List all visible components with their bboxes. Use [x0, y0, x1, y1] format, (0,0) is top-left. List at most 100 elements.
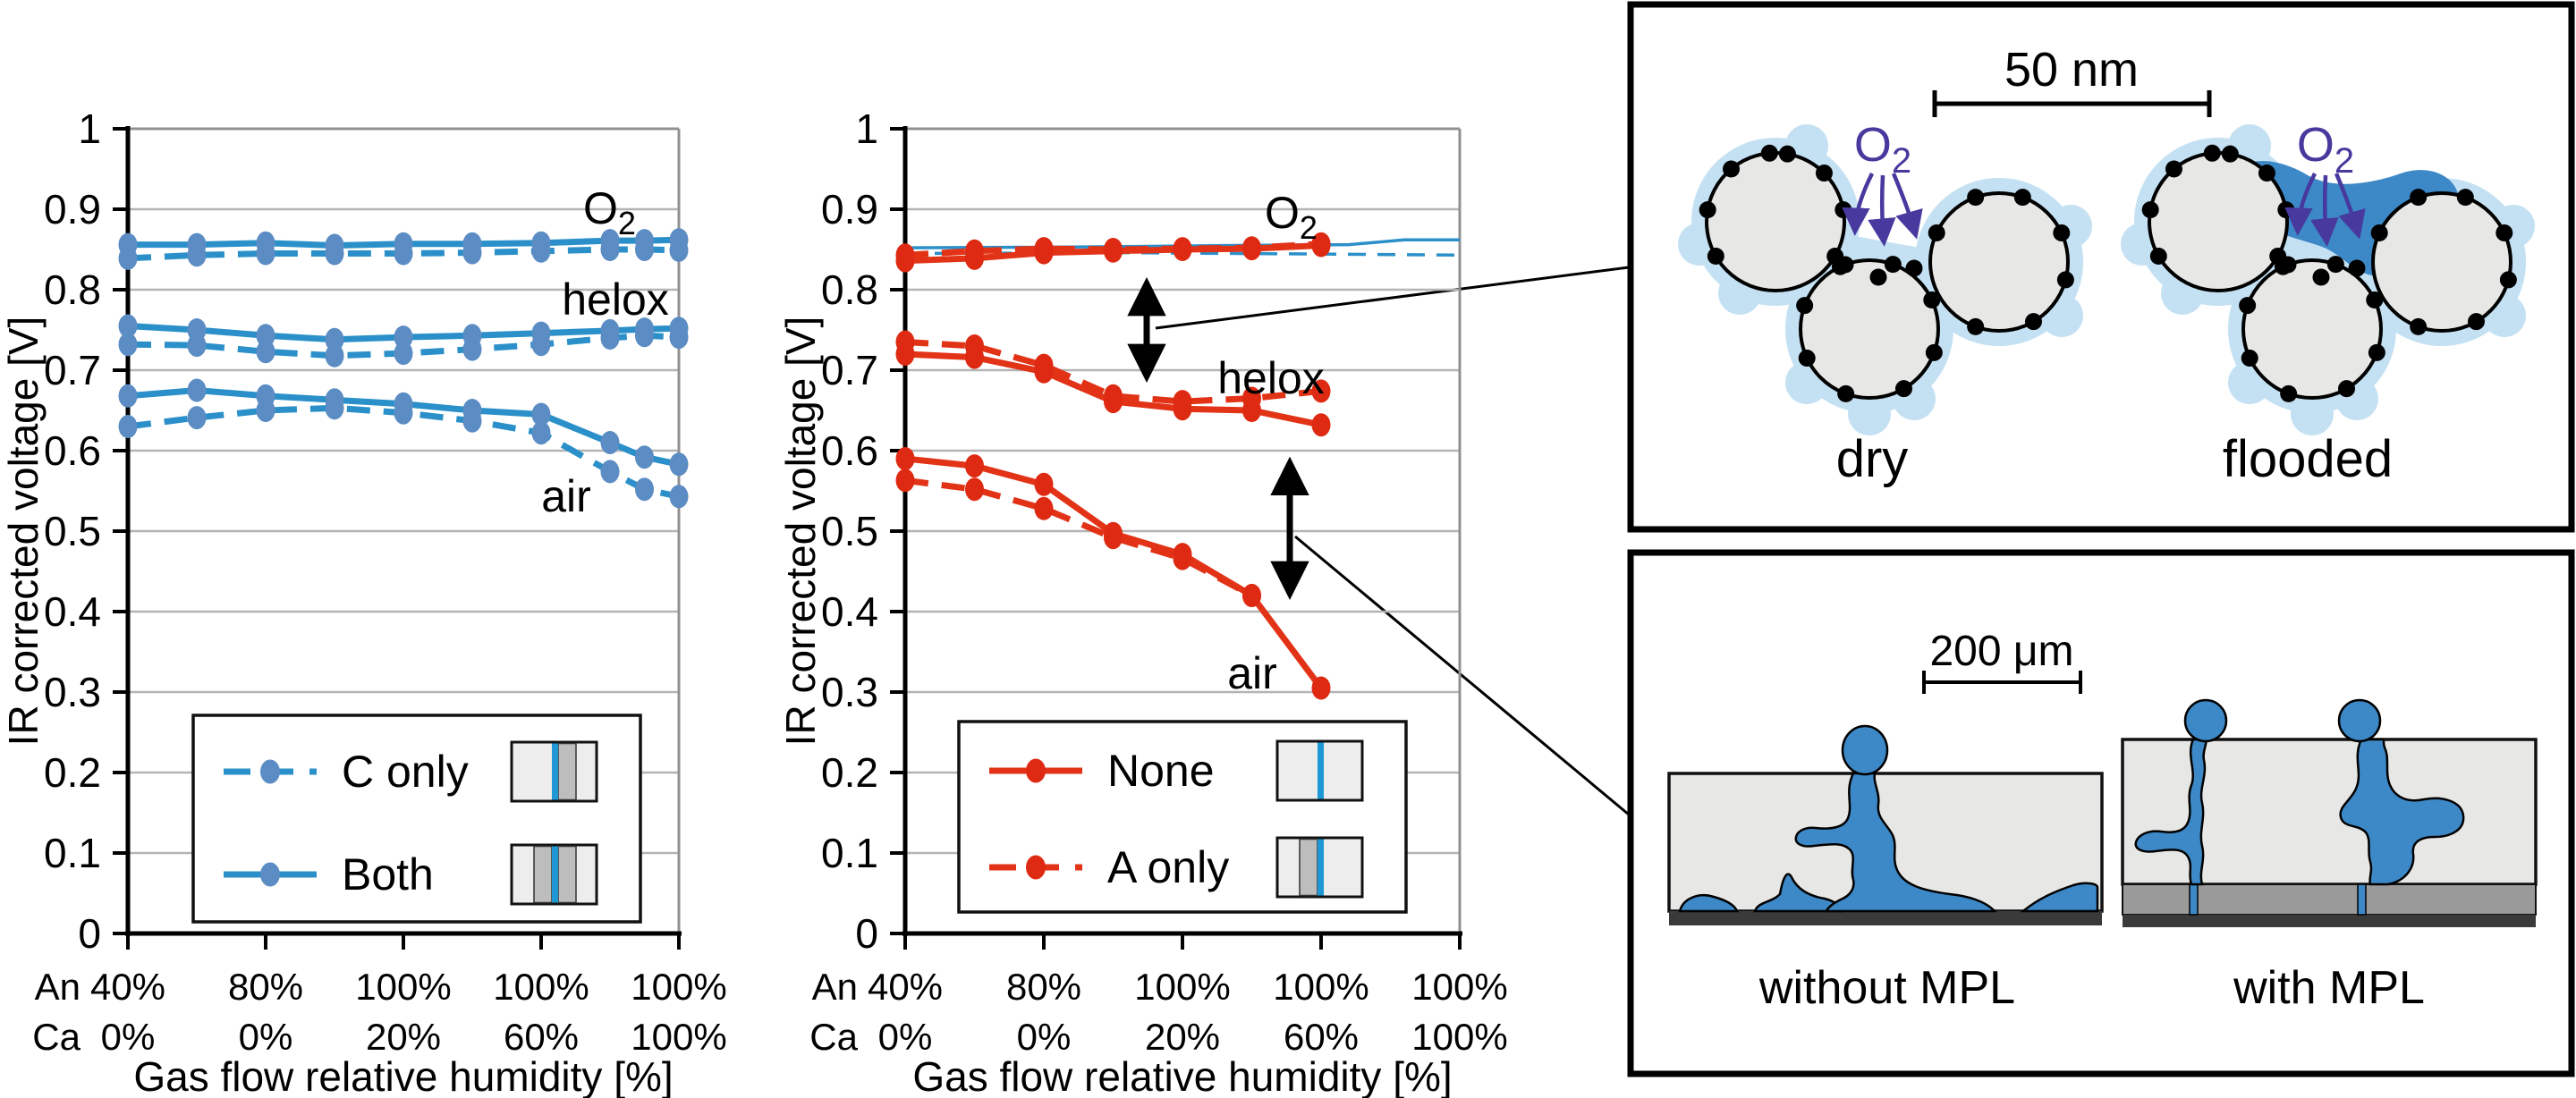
- data-marker: [531, 321, 551, 345]
- water-channel: [2134, 738, 2207, 886]
- series-markers-helox-Both: [118, 314, 689, 351]
- data-marker: [118, 384, 138, 408]
- data-marker: [531, 421, 551, 445]
- x-tick-label-ca: 0%: [101, 1016, 156, 1058]
- x-tick-label-ca: 60%: [504, 1016, 579, 1058]
- data-marker: [118, 314, 138, 338]
- y-tick-label: 0.8: [821, 266, 878, 313]
- pt-dot: [1796, 297, 1814, 315]
- y-axis-title: IR corrected voltage [V]: [777, 317, 824, 747]
- y-tick-label: 0.1: [44, 830, 101, 876]
- x-tick-label-ca: 20%: [366, 1016, 441, 1058]
- pt-dot: [2370, 224, 2388, 241]
- y-tick-label: 0.8: [44, 266, 101, 313]
- data-marker: [256, 340, 275, 364]
- pt-dot: [2456, 189, 2474, 207]
- catalyst-layer-strip: [2123, 915, 2536, 927]
- catalyst-layer-strip: [1669, 911, 2102, 925]
- pt-dot: [2221, 145, 2239, 163]
- label-flooded: flooded: [2223, 430, 2393, 488]
- pt-dot: [1923, 291, 1941, 308]
- y-tick-label: 0.4: [44, 588, 101, 635]
- legend-icon-mpl-both: [510, 843, 598, 906]
- o2-arrow: [1842, 172, 1875, 236]
- data-marker: [394, 232, 413, 256]
- y-tick-label: 0.6: [44, 427, 101, 474]
- data-marker: [600, 318, 620, 342]
- x-tick-label-an: 80%: [228, 966, 303, 1008]
- pt-dot: [2468, 313, 2485, 331]
- legend-label: None: [1107, 746, 1215, 796]
- data-marker: [187, 406, 207, 430]
- y-tick-label: 0.5: [44, 508, 101, 554]
- data-marker: [187, 232, 207, 257]
- data-marker: [187, 378, 207, 402]
- pt-dot: [1778, 145, 1796, 163]
- data-marker: [1311, 676, 1331, 700]
- data-marker: [1034, 241, 1054, 265]
- callout-line-top: [1155, 266, 1630, 330]
- data-marker: [669, 485, 689, 509]
- legend-entry-Both: Both: [224, 843, 598, 906]
- data-marker: [895, 342, 915, 366]
- y-tick-label: 0.3: [44, 669, 101, 715]
- x-tick-label-an: 100%: [1134, 966, 1230, 1008]
- legend-sample-marker: [260, 759, 280, 784]
- series-line-helox-Both: [127, 323, 680, 343]
- pt-dot: [1723, 160, 1741, 178]
- data-marker: [669, 228, 689, 252]
- water-droplet: [2337, 698, 2382, 743]
- data-marker: [1034, 496, 1054, 520]
- data-marker: [325, 233, 344, 258]
- series-markers-air-None: [895, 447, 1331, 700]
- series-line-O2-Both: [128, 236, 680, 249]
- water-thread: [2189, 883, 2199, 916]
- gdl-body: [2121, 738, 2538, 886]
- data-marker: [256, 384, 275, 408]
- pt-dot: [2496, 224, 2513, 241]
- ionomer-bump: [2291, 393, 2334, 435]
- data-marker: [895, 249, 915, 273]
- y-tick-label: 1: [855, 106, 878, 152]
- carbon-particle: [1799, 258, 1940, 400]
- x-tick-label-ca: 0%: [878, 1016, 933, 1058]
- series-line-air-A only: [904, 477, 1254, 599]
- x-tick-label-ca: 0%: [1017, 1016, 1072, 1058]
- callout-layer: [1155, 266, 1630, 816]
- x-tick-label-an: 100%: [355, 966, 451, 1008]
- pt-dot: [2013, 189, 2031, 207]
- pt-dot-junction: [2279, 256, 2297, 274]
- y-tick-label: 0.7: [44, 347, 101, 393]
- y-tick-label: 0.9: [821, 186, 878, 232]
- pt-dot: [2241, 350, 2258, 367]
- y-tick-label: 0.2: [44, 749, 101, 796]
- o2-arrow: [2284, 172, 2318, 236]
- pt-dot: [1835, 201, 1852, 219]
- data-marker: [462, 399, 482, 422]
- data-marker: [462, 324, 482, 348]
- pt-dot: [1815, 165, 1833, 182]
- data-marker: [394, 325, 413, 350]
- scale-bar-label-50nm: 50 nm: [2004, 43, 2139, 97]
- data-marker: [895, 469, 915, 493]
- y-tick-label: 0.1: [821, 830, 878, 876]
- x-tick-label-an: 40%: [868, 966, 943, 1008]
- agglomerate-dry: O2 dry: [1678, 118, 2092, 488]
- x-tick-label-an: 100%: [631, 966, 726, 1008]
- x-tick-label-an: 80%: [1006, 966, 1081, 1008]
- legend-middle: None A only: [957, 720, 1408, 914]
- water-channel: [1794, 772, 1997, 913]
- data-marker: [256, 231, 275, 255]
- curve-label-air: air: [541, 471, 591, 521]
- pt-dot: [2165, 160, 2183, 178]
- carbon-particle: [1928, 191, 2070, 333]
- scale-bar-label-200um: 200 μm: [1929, 628, 2073, 675]
- x-row-caption-ca: Ca: [809, 1016, 858, 1058]
- chart-middle: 0 0.1 0.2 0.3 0.4 0.5 0.6 0.7 0.8 0.9 1 40% 0% 80% 0% 1…: [777, 106, 1508, 1098]
- x-tick-label-ca: 100%: [1411, 1016, 1507, 1058]
- series-markers-air-Both: [118, 378, 689, 477]
- data-marker: [1242, 584, 1261, 607]
- x-tick-label-an: 40%: [90, 966, 165, 1008]
